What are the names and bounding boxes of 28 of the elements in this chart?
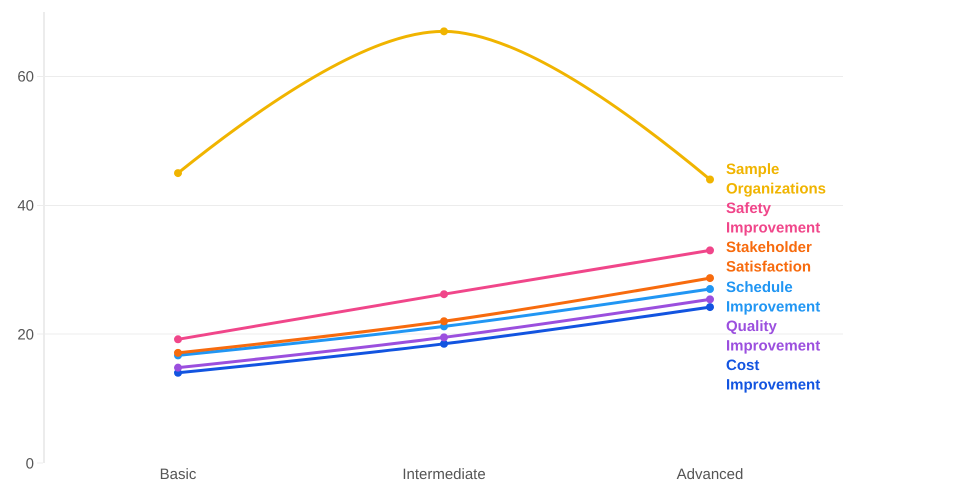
point: [706, 295, 714, 304]
text: Cost Improvement: [726, 357, 820, 394]
point: [174, 335, 182, 344]
x-tick-label: Intermediate: [402, 466, 486, 483]
point: [440, 27, 448, 36]
series-label: Quality Improvement: [726, 318, 820, 354]
y-tick-label: 0: [26, 455, 34, 472]
point: [706, 285, 714, 294]
point: [706, 303, 714, 312]
point: [440, 333, 448, 342]
x-tick-label: Advanced: [676, 466, 744, 483]
y-tick-label: 40: [17, 198, 34, 215]
point: [440, 290, 448, 298]
y-tick-label: 20: [17, 326, 34, 344]
point: [174, 169, 182, 178]
point: [706, 274, 714, 282]
series-label: Safety Improvement: [726, 200, 820, 236]
point: [440, 317, 448, 326]
y-tick-label: 60: [17, 68, 34, 86]
point: [706, 246, 714, 254]
series-label: Schedule Improvement: [726, 279, 820, 316]
x-tick-label: Basic: [160, 466, 197, 483]
series-label: Stakeholder Satisfaction: [726, 239, 812, 276]
series-label: Sample Organizations: [726, 161, 826, 198]
point: [174, 348, 182, 357]
point: [440, 340, 448, 348]
point: [174, 364, 182, 372]
point: [706, 176, 714, 184]
